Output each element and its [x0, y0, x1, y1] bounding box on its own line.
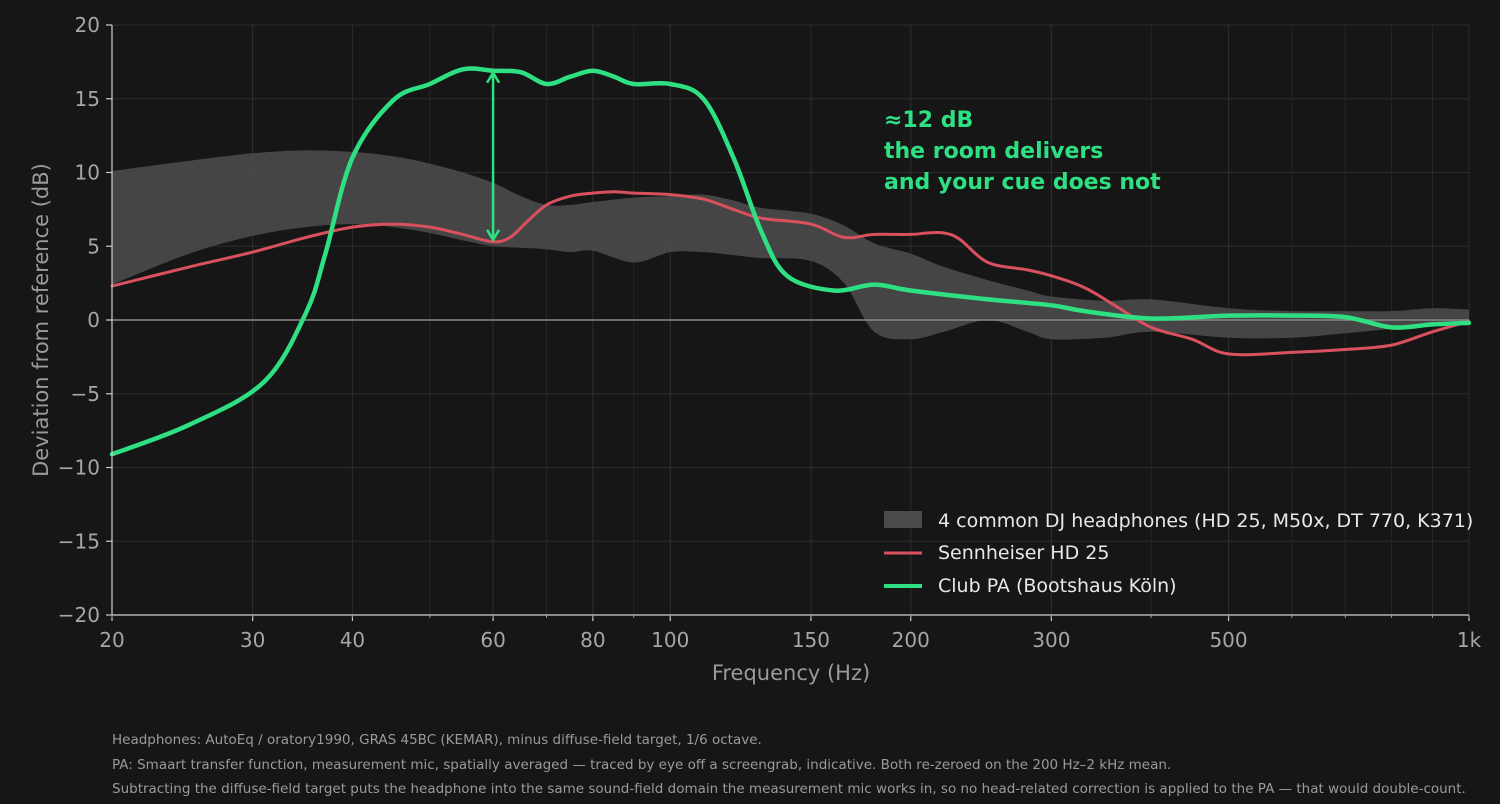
- footnote-pa: PA: Smaart transfer function, measuremen…: [112, 756, 1172, 773]
- y-tick-label: −15: [58, 529, 100, 553]
- annotation-line-1: ≈12 dB: [884, 108, 973, 133]
- y-tick-label: 20: [75, 13, 100, 37]
- y-tick-label: 15: [75, 87, 100, 111]
- legend-label-band: 4 common DJ headphones (HD 25, M50x, DT …: [938, 510, 1473, 532]
- legend-label-hd25: Sennheiser HD 25: [938, 542, 1109, 564]
- y-tick-label: −5: [71, 382, 100, 406]
- club-pa-line: [109, 66, 1472, 457]
- series-layer: [109, 66, 1472, 457]
- x-tick-label: 30: [240, 628, 265, 652]
- annotation-text: ≈12 dB the room delivers and your cue do…: [884, 108, 1161, 195]
- y-tick-label: −10: [58, 456, 100, 480]
- y-tick-label: 5: [87, 234, 100, 258]
- legend-swatch-band: [884, 511, 922, 528]
- y-tick-label: 0: [87, 308, 100, 332]
- x-tick-label: 150: [792, 628, 830, 652]
- x-tick-label: 20: [99, 628, 124, 652]
- footnote-headphones: Headphones: AutoEq / oratory1990, GRAS 4…: [112, 732, 762, 748]
- x-tick-label: 40: [340, 628, 365, 652]
- annotation-line-3: and your cue does not: [884, 170, 1161, 195]
- footnotes: Headphones: AutoEq / oratory1990, GRAS 4…: [112, 728, 1466, 802]
- headphone-range-band: [112, 150, 1469, 340]
- annotation-layer: [486, 70, 501, 243]
- x-tick-label: 1k: [1457, 628, 1482, 652]
- legend-label-club-pa: Club PA (Bootshaus Köln): [938, 575, 1177, 597]
- y-tick-label: −20: [58, 603, 100, 627]
- axes: [106, 24, 1470, 621]
- x-tick-label: 60: [480, 628, 505, 652]
- annotation-arrow-head-bottom: [486, 229, 501, 243]
- y-tick-label: 10: [75, 161, 100, 185]
- annotation-arrow-head-top: [486, 70, 501, 84]
- x-tick-label: 300: [1032, 628, 1070, 652]
- footnote-method: Subtracting the diffuse-field target put…: [112, 781, 1466, 797]
- headphone-range-band-layer: [112, 150, 1469, 340]
- x-tick-label: 100: [651, 628, 689, 652]
- legend: 4 common DJ headphones (HD 25, M50x, DT …: [884, 510, 1473, 597]
- x-tick-label: 200: [892, 628, 930, 652]
- y-axis-label: Deviation from reference (dB): [29, 163, 53, 477]
- x-tick-label: 80: [580, 628, 605, 652]
- x-axis-label: Frequency (Hz): [712, 661, 870, 685]
- hd25-line: [110, 190, 1471, 357]
- x-tick-label: 500: [1209, 628, 1247, 652]
- annotation-line-2: the room delivers: [884, 139, 1103, 164]
